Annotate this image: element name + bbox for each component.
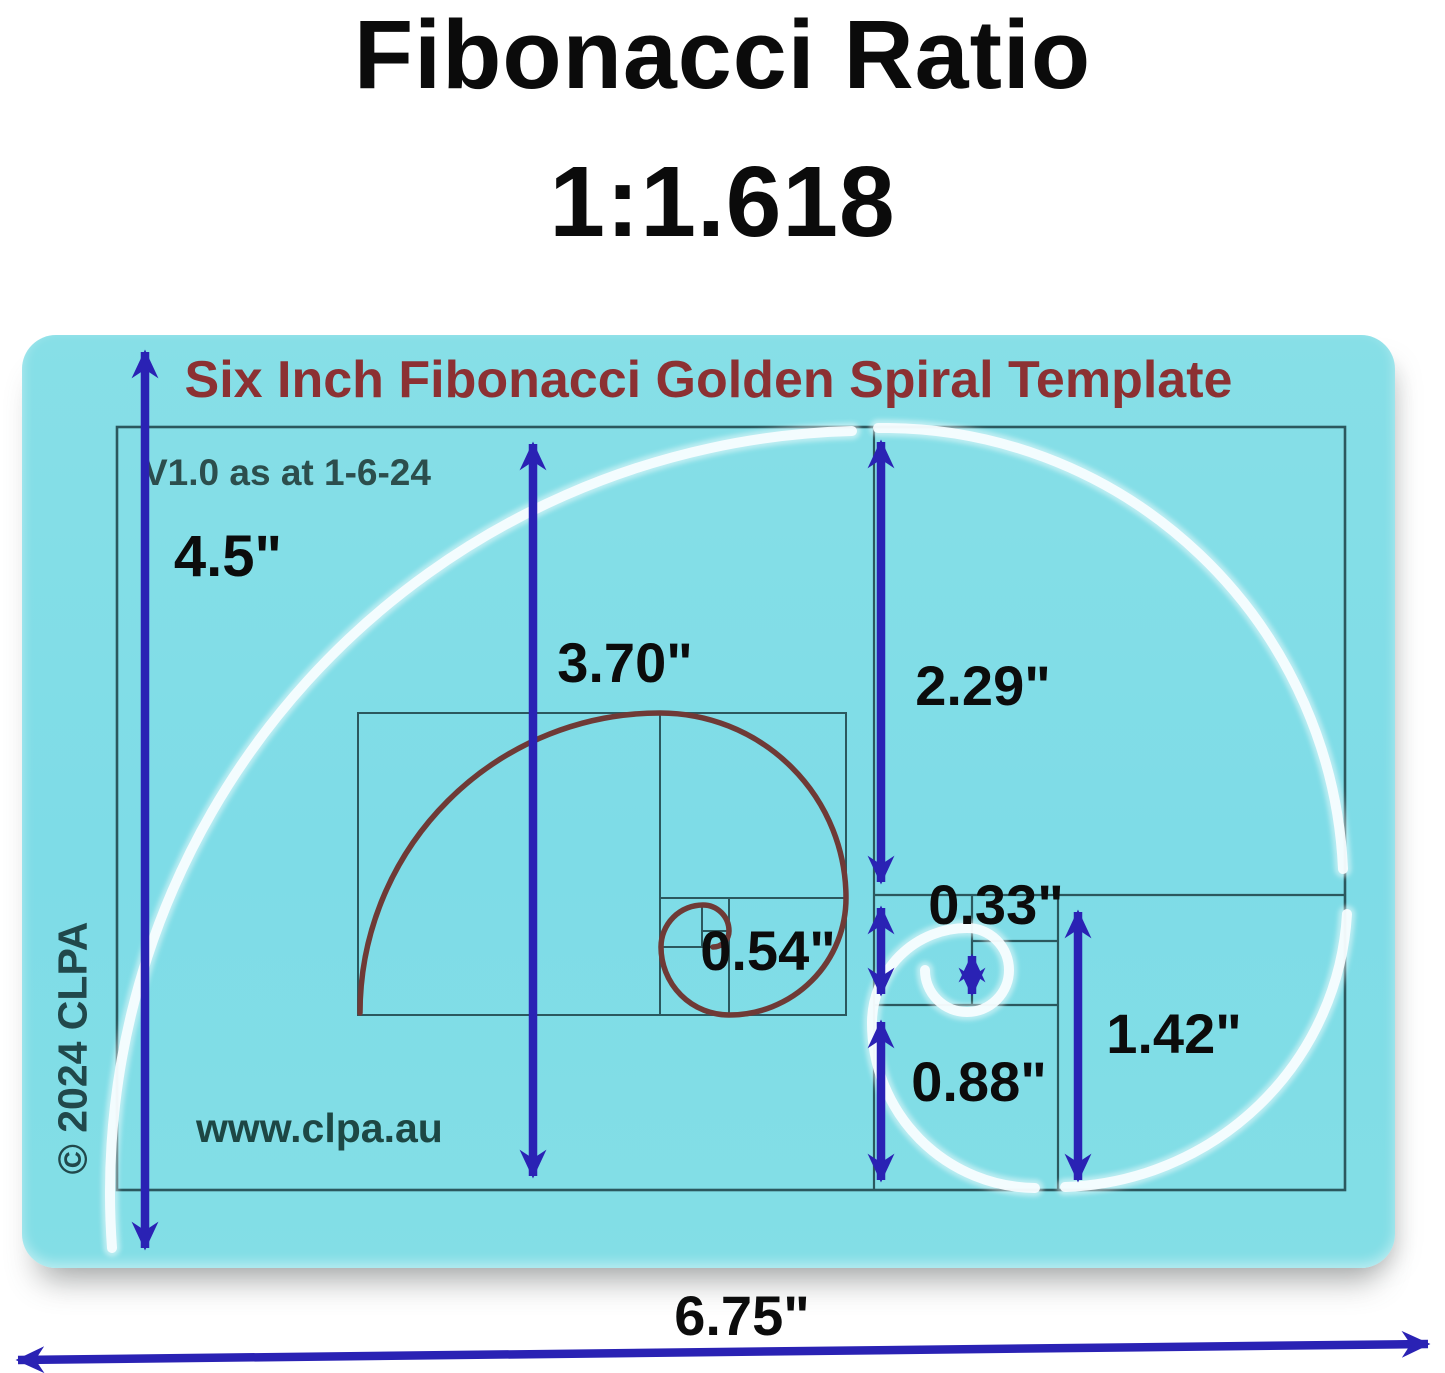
arrow-6-75 <box>15 1330 1431 1373</box>
dim-label-square-0-88: 0.88" <box>911 1050 1047 1113</box>
engraved-spiral-groove <box>101 419 1356 1257</box>
version-note: V1.0 as at 1-6-24 <box>143 452 431 493</box>
page-title-line2: 1:1.618 <box>549 146 896 258</box>
dim-label-square-0-54: 0.54" <box>700 919 836 982</box>
dim-label-square-0-33: 0.33" <box>928 873 1064 936</box>
dim-label-template-height: 3.70" <box>557 631 693 694</box>
dim-label-card-height: 4.5" <box>173 524 283 589</box>
spiral-template-card <box>22 335 1395 1268</box>
dim-label-card-width: 6.75" <box>674 1284 810 1347</box>
website-url: www.clpa.au <box>196 1105 443 1151</box>
printed-fibonacci-spiral <box>357 710 849 1018</box>
page-title-line1: Fibonacci Ratio <box>353 0 1092 109</box>
dim-label-square-1-42: 1.42" <box>1106 1002 1242 1065</box>
inner-border <box>115 425 1347 1192</box>
printed-golden-rectangles <box>357 712 847 1016</box>
dim-label-square-2-29: 2.29" <box>915 654 1051 717</box>
dimension-arrows <box>15 349 1431 1373</box>
card-header: Six Inch Fibonacci Golden Spiral Templat… <box>184 351 1233 409</box>
